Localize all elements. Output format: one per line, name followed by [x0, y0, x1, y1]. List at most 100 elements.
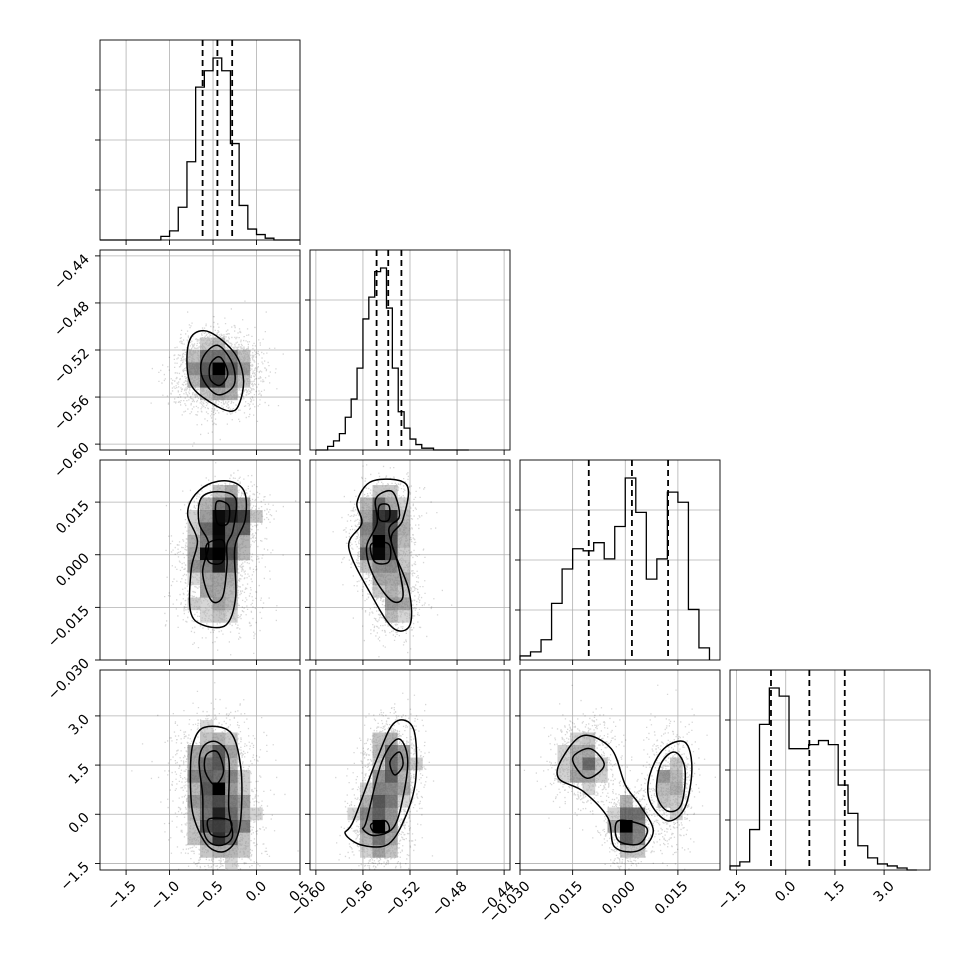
- y-tick-label: −0.030: [45, 656, 93, 704]
- density-cell: [360, 497, 373, 511]
- y-tick-label: −0.56: [51, 393, 93, 435]
- density-cell: [657, 782, 671, 796]
- density-cell: [372, 547, 386, 561]
- density-cell: [372, 585, 386, 598]
- density-cell: [187, 795, 201, 808]
- density-cell: [360, 845, 373, 858]
- density-cell: [225, 795, 238, 808]
- contour-level-2: [377, 503, 391, 523]
- density-cell: [225, 757, 238, 771]
- density-cell: [385, 807, 398, 821]
- contour-level-1: [198, 740, 234, 847]
- density-cell: [582, 782, 596, 796]
- x-tick-label: 0.000: [599, 878, 639, 918]
- density-cell: [187, 757, 201, 771]
- density-cell: [385, 782, 398, 796]
- contour-level-4: [655, 751, 687, 813]
- x-tick-label: 0.015: [652, 878, 692, 918]
- density-cell: [187, 547, 201, 561]
- density-cell: [397, 522, 411, 536]
- contour-level-3: [205, 538, 226, 565]
- y-tick-label: −0.44: [51, 251, 93, 293]
- scatter-panel-0: −0.60 −0.56 −0.52 −0.48 −0.44: [51, 249, 301, 482]
- x-tick-label: 0.0: [772, 878, 799, 905]
- density-cell: [225, 845, 238, 858]
- density-cell: [237, 547, 251, 561]
- density-cell: [397, 597, 411, 611]
- density-cell: [250, 510, 263, 523]
- density-cell: [212, 510, 226, 523]
- density-cell: [187, 597, 201, 611]
- density-cell: [237, 497, 251, 511]
- density-cell: [187, 770, 201, 783]
- histogram-panel-0: [95, 39, 301, 245]
- density-cell: [557, 745, 571, 758]
- density-cell: [670, 770, 683, 783]
- density-cell: [200, 820, 213, 833]
- contour-level-0: [344, 719, 418, 848]
- x-tick-label: 3.0: [871, 878, 898, 905]
- contour-level-0: [186, 479, 248, 629]
- density-cell: [237, 535, 251, 548]
- density-cell: [557, 770, 571, 783]
- y-tick-label: −0.60: [51, 440, 93, 482]
- density-cell: [225, 857, 238, 870]
- density-cell: [237, 362, 251, 376]
- contour-level-1: [365, 489, 404, 604]
- density-cell: [237, 510, 251, 523]
- density-cell: [360, 782, 373, 796]
- density-cell: [225, 770, 238, 783]
- density-cell: [212, 795, 226, 808]
- density-cell: [570, 770, 583, 783]
- density-cell: [212, 547, 226, 561]
- density-cell: [372, 485, 386, 498]
- density-cell: [200, 795, 213, 808]
- density-cell: [225, 485, 238, 498]
- contour-level-2: [208, 356, 229, 387]
- panel-axes: −1.5 −1.0 −0.5 0.0 0.5−1.50.01.53.0: [57, 669, 314, 914]
- density-cell: [200, 597, 213, 611]
- scatter-panel-4: −0.60 −0.56 −0.52 −0.48 −0.44: [288, 669, 518, 920]
- y-tick-label: −0.015: [45, 603, 93, 651]
- density-cell: [372, 807, 386, 821]
- density-cell: [187, 350, 201, 363]
- density-cell: [212, 497, 226, 511]
- density-cell: [620, 832, 633, 846]
- density-cell: [237, 782, 251, 796]
- density-cell: [385, 845, 398, 858]
- density-cell: [372, 820, 386, 833]
- x-tick-label: −1.5: [104, 878, 139, 913]
- panel-frame: [99, 669, 301, 871]
- density-cell: [225, 497, 238, 511]
- density-cell: [372, 572, 386, 586]
- density-cell: [200, 497, 213, 511]
- scatter-points: [335, 692, 435, 870]
- density-cell: [212, 770, 226, 783]
- density-cell: [360, 832, 373, 846]
- contour-level-0: [186, 329, 245, 412]
- density-cell: [187, 832, 201, 846]
- density-cell: [200, 535, 213, 548]
- contour-level-0: [348, 478, 413, 632]
- density-cell: [385, 732, 398, 746]
- density-cell: [360, 807, 373, 821]
- density-cell: [595, 770, 608, 783]
- density-cell: [200, 745, 213, 758]
- density-cell: [385, 597, 398, 611]
- density-cell: [620, 795, 633, 808]
- density-cell: [187, 535, 201, 548]
- density-cell: [360, 795, 373, 808]
- density-cell: [632, 807, 646, 821]
- contour-level-3: [369, 541, 392, 565]
- density-cell: [187, 510, 201, 523]
- scatter-panel-2: [305, 459, 511, 665]
- density-cell: [385, 757, 398, 771]
- y-tick-label: 0.000: [53, 550, 93, 590]
- density-cell: [212, 387, 226, 401]
- y-tick-label: 0.0: [66, 810, 93, 837]
- density-cell: [397, 547, 411, 561]
- density-cell: [212, 535, 226, 548]
- density-cell: [225, 732, 238, 746]
- density-cell: [200, 337, 213, 351]
- density-cell: [225, 807, 238, 821]
